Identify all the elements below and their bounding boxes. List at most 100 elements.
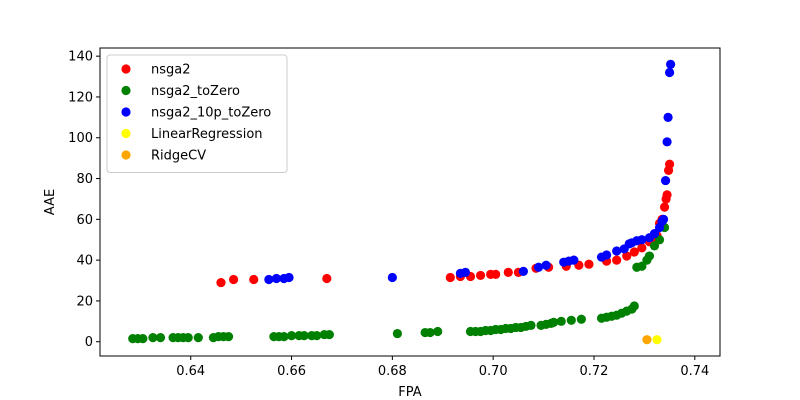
x-tick-label: 0.66 [277, 364, 306, 379]
data-point [271, 273, 282, 284]
legend-marker [121, 150, 131, 160]
data-point [637, 235, 647, 245]
y-tick-label: 100 [68, 131, 93, 146]
series-LinearRegression [652, 335, 662, 345]
x-tick-label: 0.70 [479, 364, 508, 379]
data-point [526, 320, 536, 331]
y-axis: 0 20 40 60 80 100 120 140 [68, 50, 100, 350]
data-point [649, 229, 660, 239]
x-axis: 0.64 0.66 0.68 0.70 0.72 0.74 [176, 356, 709, 379]
data-point [569, 255, 579, 265]
data-point [622, 251, 632, 261]
data-point [228, 274, 239, 285]
data-point [387, 272, 397, 283]
data-point [299, 331, 309, 341]
data-point [425, 327, 435, 338]
legend-label: nsga2 [151, 63, 191, 78]
data-point [155, 333, 166, 343]
legend-label: RidgeCV [151, 149, 206, 164]
data-point [322, 273, 332, 284]
data-point [284, 272, 294, 283]
y-tick-label: 40 [76, 254, 93, 269]
legend-marker [121, 85, 131, 96]
data-point [475, 270, 486, 281]
data-point [216, 277, 226, 288]
data-point [279, 332, 289, 342]
legend-label: LinearRegression [151, 127, 263, 142]
legend-label: nsga2_10p_toZero [151, 106, 271, 121]
legend-marker [121, 64, 131, 74]
data-point [642, 335, 652, 345]
data-point [148, 333, 158, 343]
x-tick-label: 0.72 [580, 364, 609, 379]
data-point [652, 335, 662, 345]
data-point [392, 328, 402, 339]
data-point [533, 262, 544, 272]
legend-item: nsga2_toZero [121, 84, 240, 99]
series-nsga2_10p_toZero [264, 59, 676, 285]
data-point [576, 314, 586, 324]
legend-frame [106, 54, 288, 173]
legend-marker [121, 128, 131, 139]
data-marks [128, 59, 676, 345]
legend-item: nsga2 [121, 63, 191, 78]
data-point [566, 315, 576, 325]
data-point [312, 331, 322, 341]
legend: nsga2 nsga2_toZero nsga2_10p_toZero LinearR… [106, 54, 288, 173]
data-point [662, 137, 672, 147]
data-point [286, 331, 297, 341]
data-point [556, 316, 566, 326]
data-point [445, 272, 455, 283]
legend-label: nsga2_toZero [151, 84, 240, 99]
y-tick-label: 120 [68, 90, 93, 105]
x-axis-label: FPA [398, 385, 421, 400]
data-point [664, 67, 675, 78]
y-tick-label: 60 [76, 213, 93, 228]
data-point [663, 112, 673, 122]
y-tick-label: 20 [76, 294, 93, 309]
data-point [629, 301, 639, 311]
legend-item: LinearRegression [121, 127, 263, 142]
series-nsga2_toZero [128, 222, 670, 344]
data-point [654, 235, 665, 245]
y-tick-label: 140 [68, 50, 93, 65]
data-point [460, 267, 471, 277]
data-point [662, 190, 672, 200]
data-point [503, 267, 513, 277]
data-point [612, 246, 622, 256]
x-tick-label: 0.64 [176, 364, 205, 379]
data-point [518, 266, 529, 276]
series-RidgeCV [642, 335, 652, 345]
data-point [249, 274, 259, 285]
data-point [491, 269, 501, 280]
data-point [637, 243, 647, 253]
y-axis-label: AAE [43, 189, 58, 215]
data-point [612, 255, 622, 265]
data-point [183, 333, 193, 343]
legend-item: nsga2_10p_toZero [121, 106, 271, 121]
legend-item: RidgeCV [121, 149, 206, 164]
data-point [433, 326, 443, 337]
data-point [223, 332, 234, 342]
data-point [666, 59, 676, 69]
data-point [584, 259, 594, 269]
plot-frame [99, 47, 721, 357]
data-point [601, 250, 612, 260]
data-point [193, 333, 203, 343]
data-point [541, 260, 551, 270]
legend-marker [121, 107, 131, 117]
data-point [644, 251, 655, 261]
data-point [637, 261, 647, 271]
data-point [324, 329, 334, 340]
data-point [659, 202, 670, 212]
data-point [660, 175, 671, 186]
data-point [649, 241, 660, 251]
data-point [664, 159, 675, 169]
data-point [658, 214, 669, 224]
data-point [138, 334, 148, 344]
y-tick-label: 80 [76, 172, 93, 187]
y-tick-label: 0 [85, 335, 93, 350]
x-tick-label: 0.68 [378, 364, 407, 379]
data-point [264, 274, 274, 285]
data-point [629, 247, 639, 257]
